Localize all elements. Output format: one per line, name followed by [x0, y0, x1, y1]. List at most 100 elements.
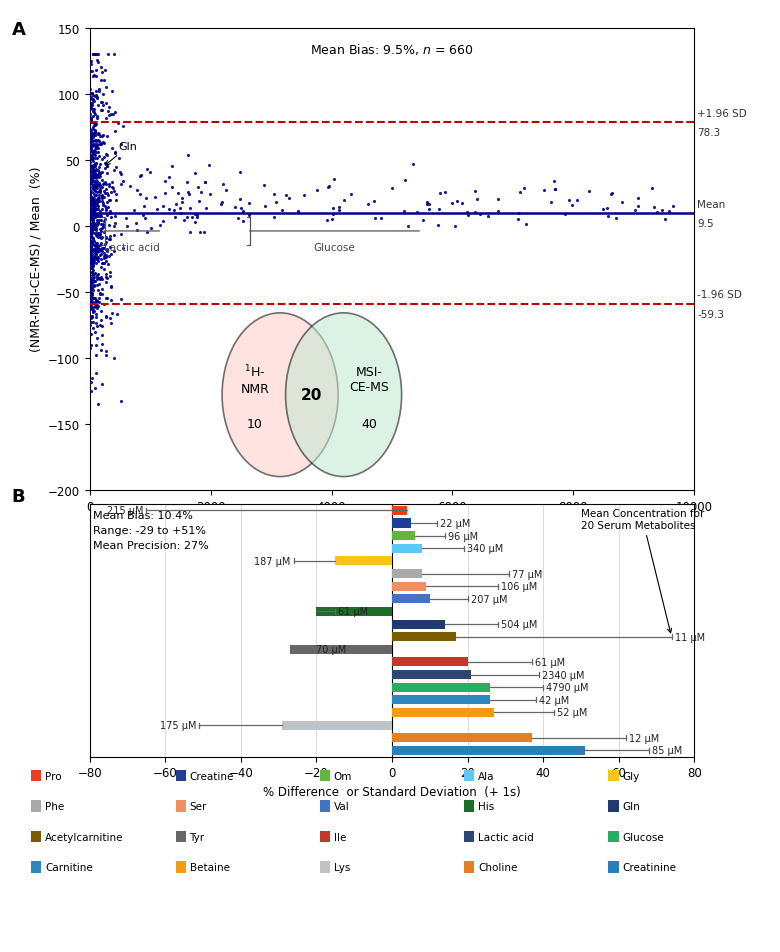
Point — [101, 149, 113, 164]
Point — [133, 169, 146, 185]
Point — [268, 210, 281, 226]
Point — [90, 177, 102, 192]
Point — [97, 177, 109, 192]
Point — [83, 208, 96, 224]
Point — [87, 252, 99, 268]
Point — [100, 270, 112, 286]
Point — [89, 208, 101, 223]
Point — [90, 109, 103, 125]
Point — [456, 196, 468, 211]
Point — [83, 230, 96, 246]
Point — [90, 117, 102, 132]
Point — [95, 180, 108, 195]
Point — [86, 164, 98, 179]
Point — [86, 130, 98, 146]
Point — [84, 189, 97, 205]
Point — [86, 174, 98, 189]
Text: His: His — [478, 802, 495, 811]
Point — [87, 222, 99, 237]
Point — [98, 199, 111, 214]
Point — [89, 159, 101, 174]
Point — [85, 224, 98, 239]
Point — [93, 244, 105, 259]
Point — [87, 279, 100, 294]
Point — [323, 179, 335, 194]
Point — [106, 85, 119, 100]
Point — [90, 256, 102, 271]
Point — [85, 230, 98, 246]
Point — [84, 165, 97, 180]
Point — [98, 262, 111, 277]
Point — [98, 246, 110, 261]
Point — [85, 247, 98, 262]
Text: 10: 10 — [246, 418, 263, 431]
Point — [86, 224, 98, 239]
Point — [94, 228, 106, 243]
Point — [83, 227, 96, 242]
Point — [90, 301, 103, 316]
Point — [362, 197, 374, 212]
Point — [655, 204, 668, 219]
Point — [87, 208, 99, 224]
Point — [108, 163, 120, 178]
Point — [451, 193, 463, 208]
Point — [94, 178, 106, 193]
Point — [86, 164, 98, 179]
Text: 187 μM: 187 μM — [254, 556, 291, 566]
Point — [203, 158, 215, 173]
Point — [95, 319, 108, 334]
Point — [92, 168, 105, 183]
Point — [86, 148, 98, 163]
Point — [90, 238, 102, 253]
Point — [94, 206, 106, 221]
Point — [83, 309, 96, 325]
Point — [84, 230, 97, 246]
Point — [92, 193, 105, 208]
Point — [85, 371, 98, 387]
Point — [88, 191, 101, 207]
Point — [85, 145, 98, 160]
Point — [94, 183, 106, 198]
Point — [216, 195, 229, 210]
Point — [91, 90, 104, 106]
Point — [85, 327, 98, 343]
Point — [86, 195, 98, 210]
Point — [89, 139, 101, 154]
Point — [325, 212, 338, 228]
Text: Creatine: Creatine — [190, 771, 234, 781]
Point — [87, 306, 99, 321]
Point — [90, 162, 102, 177]
Point — [87, 201, 99, 216]
Text: Glucose: Glucose — [622, 832, 665, 842]
Point — [469, 184, 481, 199]
Point — [87, 69, 99, 85]
Point — [87, 225, 99, 240]
Point — [88, 133, 101, 149]
Point — [101, 242, 113, 257]
Bar — [392, 670, 471, 680]
Point — [133, 188, 146, 203]
Point — [583, 184, 595, 199]
Point — [87, 202, 99, 217]
Point — [87, 178, 100, 193]
Point — [84, 159, 97, 174]
Point — [85, 385, 98, 400]
Ellipse shape — [285, 313, 402, 477]
Point — [87, 168, 99, 183]
Point — [115, 394, 127, 409]
Point — [85, 282, 98, 297]
Point — [198, 175, 211, 190]
Point — [87, 305, 99, 320]
Point — [86, 140, 98, 155]
Point — [84, 228, 97, 243]
Point — [83, 158, 96, 173]
Point — [90, 268, 103, 283]
Point — [85, 288, 98, 304]
Point — [94, 136, 107, 151]
Point — [103, 248, 115, 264]
Point — [438, 185, 451, 200]
Point — [85, 172, 98, 188]
Point — [514, 186, 526, 201]
Point — [89, 174, 101, 189]
Point — [88, 300, 101, 315]
